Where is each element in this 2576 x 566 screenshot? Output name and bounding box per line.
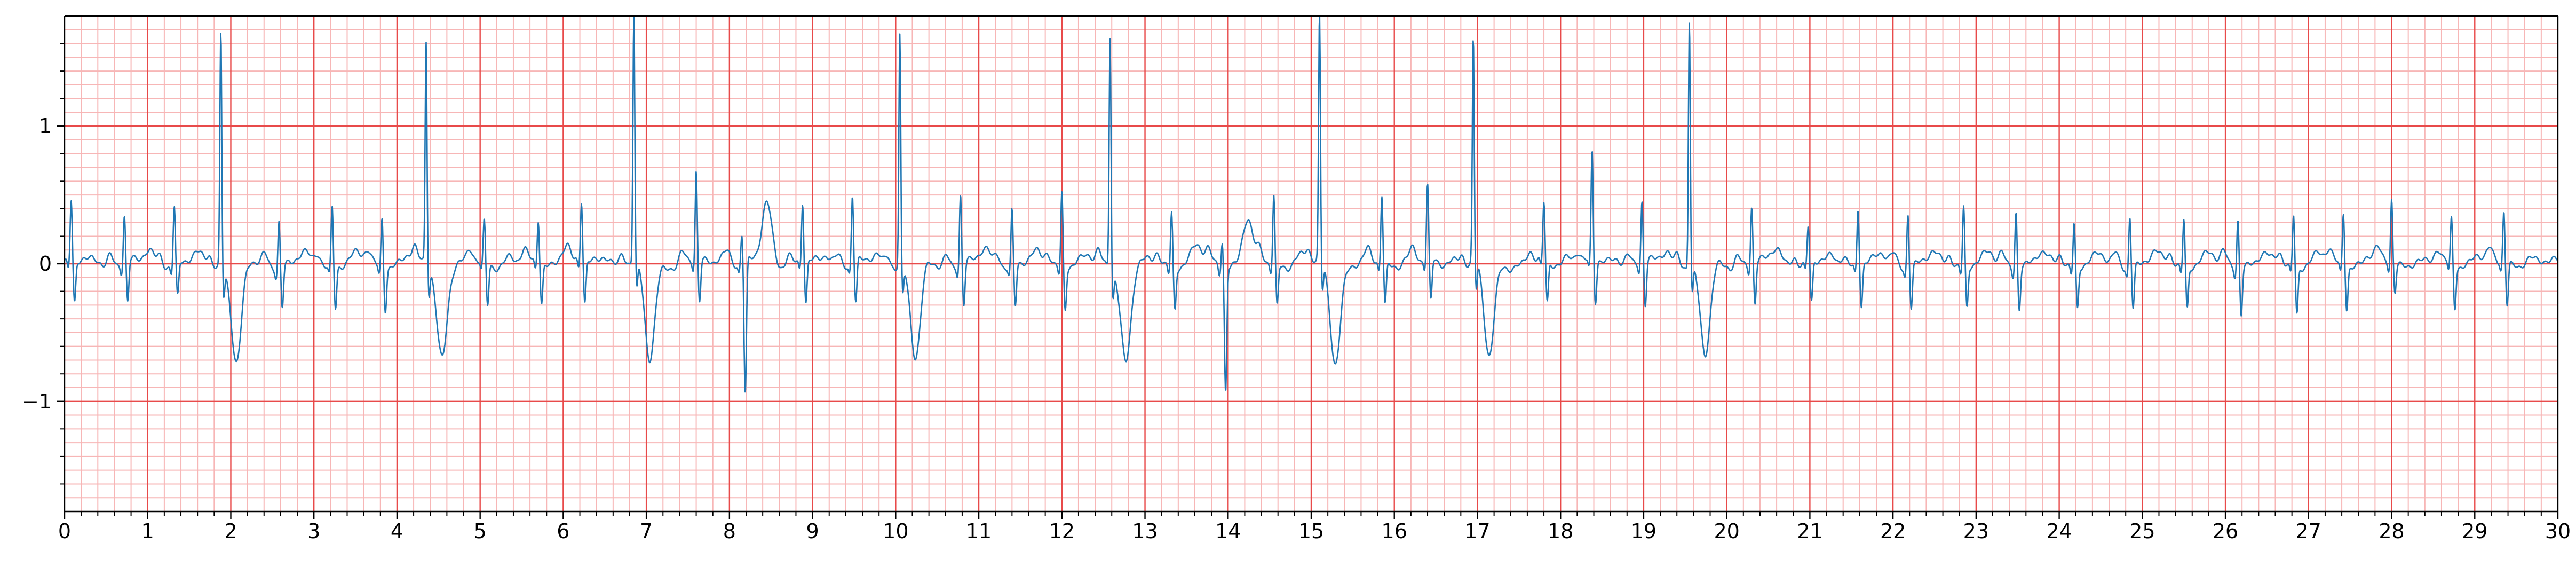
x-tick-label: 17 <box>1464 520 1490 543</box>
x-tick-label: 4 <box>391 520 403 543</box>
x-tick-label: 23 <box>1963 520 1989 543</box>
x-tick-label: 21 <box>1797 520 1822 543</box>
x-tick-label: 18 <box>1548 520 1573 543</box>
x-tick-label: 16 <box>1382 520 1407 543</box>
x-tick-label: 24 <box>2046 520 2072 543</box>
x-tick-label: 22 <box>1880 520 1906 543</box>
x-tick-label: 25 <box>2129 520 2155 543</box>
x-tick-label: 12 <box>1049 520 1075 543</box>
x-tick-label: 15 <box>1298 520 1324 543</box>
y-tick-label: −1 <box>22 390 52 413</box>
y-tick-label: 1 <box>39 114 52 138</box>
x-tick-label: 28 <box>2379 520 2404 543</box>
x-tick-label: 8 <box>723 520 736 543</box>
x-tick-label: 6 <box>557 520 569 543</box>
x-tick-label: 27 <box>2296 520 2321 543</box>
x-tick-label: 20 <box>1714 520 1739 543</box>
x-tick-label: 26 <box>2213 520 2238 543</box>
x-tick-label: 30 <box>2545 520 2571 543</box>
x-tick-label: 5 <box>474 520 487 543</box>
x-tick-label: 10 <box>883 520 908 543</box>
x-tick-label: 1 <box>141 520 154 543</box>
x-tick-label: 14 <box>1215 520 1241 543</box>
x-axis: 0 1 2 3 4 5 6 7 8 9 10 11 12 13 14 15 16 17 18 19 20 21 22 23 24… <box>58 512 2571 543</box>
x-tick-label: 7 <box>640 520 653 543</box>
x-tick-label: 9 <box>806 520 819 543</box>
x-tick-label: 11 <box>966 520 992 543</box>
x-tick-label: 3 <box>307 520 320 543</box>
x-tick-label: 29 <box>2462 520 2487 543</box>
x-tick-label: 0 <box>58 520 71 543</box>
ecg-trace-series <box>64 15 2558 393</box>
x-tick-label: 13 <box>1132 520 1158 543</box>
y-tick-label: 0 <box>39 252 52 276</box>
y-axis: 1 0 −1 <box>22 43 65 485</box>
x-tick-label: 2 <box>224 520 237 543</box>
trace-layer <box>64 15 2558 393</box>
x-tick-label: 19 <box>1631 520 1656 543</box>
